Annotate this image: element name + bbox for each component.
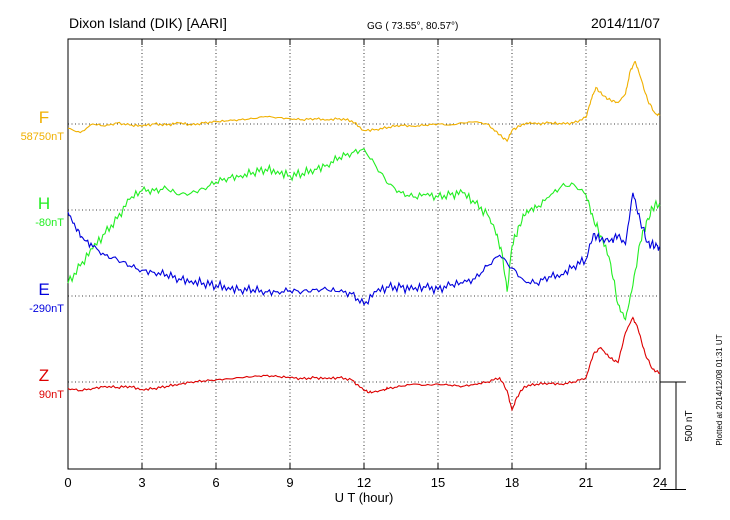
x-axis: 0 3 6 9 12 15 18 21 24: [64, 39, 667, 490]
x-tick-label: 6: [212, 475, 219, 490]
x-tick-label: 12: [357, 475, 371, 490]
channel-label-h: H: [38, 194, 50, 213]
x-tick-label: 18: [505, 475, 519, 490]
channel-baseline-z: 90nT: [39, 389, 64, 401]
series-line-e: [67, 192, 661, 306]
channel-label-e: E: [38, 280, 49, 299]
channel-baseline-h: -80nT: [35, 217, 64, 229]
channel-label-f: F: [39, 108, 49, 127]
date-label: 2014/11/07: [591, 15, 660, 31]
x-tick-label: 15: [431, 475, 445, 490]
x-axis-label: U T (hour): [335, 490, 394, 505]
series-group: [67, 60, 661, 412]
plot-frame: [67, 38, 661, 470]
series-line-f: [67, 60, 661, 143]
channel-baseline-e: -290nT: [29, 303, 64, 315]
x-tick-label: 24: [653, 475, 667, 490]
grid: [68, 39, 660, 469]
channel-label-z: Z: [39, 366, 49, 385]
station-title: Dixon Island (DIK) [AARI]: [69, 15, 227, 31]
coordinates-label: GG ( 73.55°, 80.57°): [367, 21, 458, 32]
plotted-timestamp: Plotted at 2014/12/08 01:31 UT: [715, 334, 724, 445]
x-tick-label: 21: [579, 475, 593, 490]
x-tick-label: 9: [286, 475, 293, 490]
x-tick-label: 0: [64, 475, 71, 490]
scale-bar: 500 nT: [660, 381, 695, 490]
series-line-z: [67, 316, 661, 412]
channel-baseline-f: 58750nT: [21, 131, 65, 143]
x-tick-label: 3: [138, 475, 145, 490]
channel-labels: F 58750nT H -80nT E -290nT Z 90nT: [21, 108, 65, 401]
series-line-h: [67, 147, 661, 321]
scale-bar-label: 500 nT: [684, 410, 695, 441]
